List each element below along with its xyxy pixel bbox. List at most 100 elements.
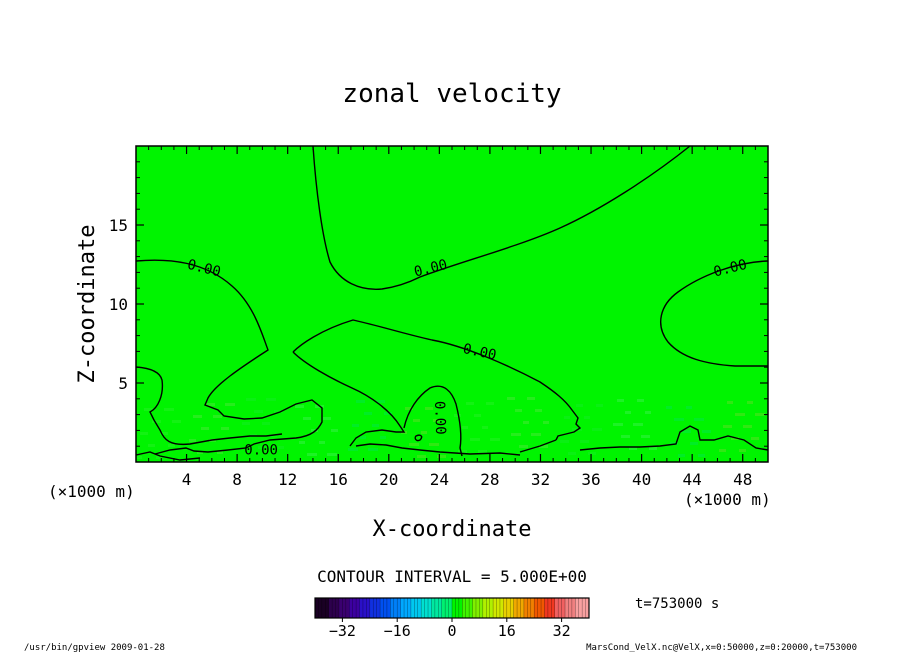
contour-interval-text: CONTOUR INTERVAL = 5.000E+00 — [317, 567, 587, 586]
colorbar-cell — [479, 598, 484, 618]
x-tick-label: 12 — [278, 470, 297, 489]
surface-shade-cell — [723, 425, 732, 428]
colorbar-cell — [325, 598, 330, 618]
colorbar-cell — [541, 598, 545, 618]
surface-shade-cell — [425, 407, 433, 410]
surface-shade-cell — [458, 450, 467, 453]
colorbar-cell — [366, 598, 371, 618]
surface-shade-cell — [295, 405, 304, 408]
colorbar-cell — [393, 598, 398, 618]
surface-shade-cell — [739, 449, 746, 452]
colorbar-cell — [578, 598, 583, 618]
surface-shade-cell — [719, 449, 726, 452]
surface-shade-cell — [258, 446, 264, 449]
colorbar-cell — [359, 598, 364, 618]
colorbar-cell — [568, 598, 573, 618]
colorbar-cell — [469, 598, 473, 618]
contour-line-middle — [292, 319, 582, 441]
surface-shade-cell — [490, 438, 500, 441]
surface-shade-cell — [221, 427, 229, 430]
surface-shade-cell — [543, 421, 549, 424]
surface-shade-cell — [421, 431, 427, 434]
surface-shade-cell — [360, 436, 366, 439]
surface-shade-cell — [364, 412, 372, 415]
surface-shade-cell — [478, 450, 487, 453]
surface-shade-cell — [433, 419, 440, 422]
colorbar-cell — [386, 598, 391, 618]
contour-line-top-center — [312, 145, 691, 290]
x-tick-label: 32 — [531, 470, 550, 489]
surface-shade-cell — [246, 398, 256, 401]
surface-shade-cell — [588, 452, 596, 455]
surface-shade-cell — [535, 409, 542, 412]
surface-shade-cell — [690, 442, 698, 445]
surface-shade-cell — [201, 427, 209, 430]
colorbar-cell — [475, 598, 480, 618]
colorbar-cell — [362, 598, 367, 618]
colorbar-cell — [345, 598, 350, 618]
x-tick-label: 36 — [581, 470, 600, 489]
contour-line-ground-center — [355, 443, 521, 456]
colorbar-cell — [534, 598, 539, 618]
surface-shade-cell — [319, 441, 325, 444]
contour-line-middle-left — [292, 351, 406, 447]
contour-label: 0.00 — [712, 257, 749, 281]
surface-shade-cell — [331, 429, 338, 432]
colorbar-cell — [373, 598, 378, 618]
surface-shade-cell — [596, 404, 603, 407]
surface-shade-cell — [160, 432, 168, 435]
surface-shade-cell — [413, 419, 420, 422]
footer-left: /usr/bin/gpview 2009-01-28 — [24, 643, 165, 653]
colorbar-cell — [328, 598, 333, 618]
x-axis-label: X-coordinate — [373, 517, 532, 542]
surface-shade-cell — [727, 401, 733, 404]
surface-shade-cell — [682, 430, 691, 433]
surface-shade-cell — [641, 435, 650, 438]
surface-shade-cell — [702, 430, 711, 433]
colorbar-cell — [414, 598, 419, 618]
surface-shade-cell — [323, 417, 331, 420]
contour-label: 0.00 — [461, 341, 497, 364]
colorbar-cell — [352, 598, 357, 618]
x-tick-label: 40 — [632, 470, 651, 489]
colorbar-cell — [496, 598, 501, 618]
colorbar-cell — [493, 598, 497, 618]
surface-shade-cell — [254, 410, 263, 413]
surface-shading — [136, 397, 765, 459]
colorbar-cell — [458, 598, 463, 618]
surface-shade-cell — [637, 399, 644, 402]
colorbar-cell — [452, 598, 456, 618]
surface-shade-cell — [649, 447, 657, 450]
surface-shade-cell — [189, 439, 196, 442]
surface-shade-cell — [470, 438, 480, 441]
contour-label: 0.00 — [186, 257, 223, 281]
colorbar — [314, 598, 590, 618]
plot-area: 0.00 0.00 0.000.000.000.00 4 8 12 16 20 24 28 32 3… — [109, 145, 769, 489]
surface-shade-cell — [303, 417, 311, 420]
surface-shade-cell — [666, 406, 672, 409]
surface-shade-cell — [482, 426, 488, 429]
colorbar-cell — [544, 598, 549, 618]
surface-shade-cell — [156, 456, 162, 459]
colorbar-cell — [465, 598, 470, 618]
x-axis-unit-left: (×1000 m) — [48, 482, 135, 501]
surface-shade-cell — [629, 447, 637, 450]
surface-shade-cell — [193, 415, 202, 418]
surface-shade-cell — [429, 443, 439, 446]
colorbar-cell — [315, 598, 319, 618]
colorbar-cell — [565, 598, 569, 618]
surface-shade-cell — [168, 444, 175, 447]
colorbar-cell — [513, 598, 518, 618]
colorbar-cell — [486, 598, 491, 618]
surface-shade-cell — [409, 443, 419, 446]
surface-shade-cell — [523, 421, 529, 424]
colorbar-cell — [356, 598, 360, 618]
colorbar-cell — [527, 598, 532, 618]
surface-shade-cell — [311, 429, 318, 432]
colorbar-cell — [428, 598, 432, 618]
colorbar-cell — [499, 598, 504, 618]
y-axis-label: Z-coordinate — [75, 225, 100, 384]
colorbar-cell — [503, 598, 508, 618]
contour-line-near-ground-2 — [519, 439, 557, 453]
